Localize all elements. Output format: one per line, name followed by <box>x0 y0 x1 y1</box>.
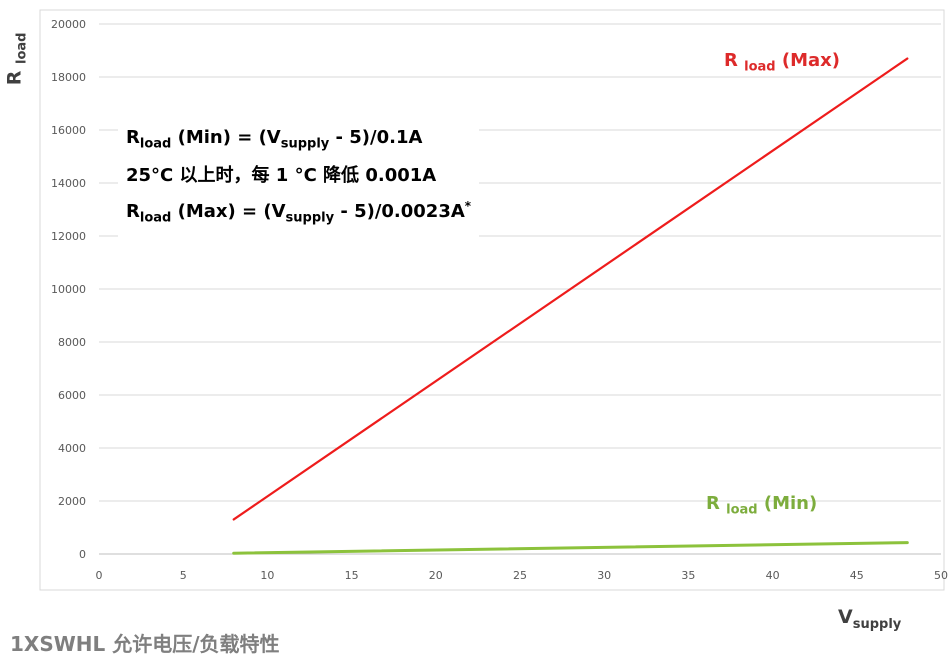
x-axis-label: Vsupply <box>838 606 902 632</box>
y-tick-label: 2000 <box>58 495 86 508</box>
x-tick-label: 40 <box>766 569 780 582</box>
series-label-min: R load (Min) <box>706 493 818 518</box>
x-tick-label: 30 <box>597 569 611 582</box>
y-tick-label: 16000 <box>51 124 86 137</box>
y-tick-label: 18000 <box>51 71 86 84</box>
y-tick-label: 10000 <box>51 283 86 296</box>
x-tick-label: 15 <box>345 569 359 582</box>
y-tick-label: 0 <box>79 548 86 561</box>
y-axis-ticks: 0 2000 4000 6000 8000 10000 12000 14000 16000 180… <box>51 18 86 561</box>
y-tick-label: 14000 <box>51 177 86 190</box>
chart-area-border <box>39 9 945 591</box>
formula-min: Rload (Min) = (Vsupply - 5)/0.1A <box>126 127 423 152</box>
formula-derating: 25°C 以上时，每 1 °C 降低 0.001A <box>126 164 437 186</box>
gridlines <box>99 23 941 555</box>
x-tick-label: 10 <box>260 569 274 582</box>
x-tick-label: 5 <box>180 569 187 582</box>
figure-caption: 1XSWHL 允许电压/负载特性 <box>10 632 280 656</box>
y-tick-label: 6000 <box>58 389 86 402</box>
x-tick-label: 25 <box>513 569 527 582</box>
x-tick-label: 0 <box>96 569 103 582</box>
x-tick-label: 35 <box>681 569 695 582</box>
y-tick-label: 20000 <box>51 18 86 31</box>
series-line-min <box>232 541 909 555</box>
series-label-max: R load (Max) <box>724 50 840 75</box>
y-tick-label: 8000 <box>58 336 86 349</box>
y-tick-label: 12000 <box>51 230 86 243</box>
chart: 0 2000 4000 6000 8000 10000 12000 14000 16000 180… <box>39 9 949 591</box>
formula-annotation: Rload (Min) = (Vsupply - 5)/0.1A 25°C 以上… <box>118 118 480 238</box>
y-axis-label: R load <box>3 32 30 86</box>
formula-max: Rload (Max) = (Vsupply - 5)/0.0023A* <box>126 198 472 226</box>
y-tick-label: 4000 <box>58 442 86 455</box>
series-line-max <box>232 57 909 521</box>
x-axis-ticks: 0 5 10 15 20 25 30 35 40 45 50 <box>96 569 949 582</box>
x-tick-label: 45 <box>850 569 864 582</box>
x-tick-label: 20 <box>429 569 443 582</box>
y-axis-label-wrap: R load <box>3 20 48 100</box>
x-tick-label: 50 <box>934 569 948 582</box>
series-lines <box>232 57 909 555</box>
